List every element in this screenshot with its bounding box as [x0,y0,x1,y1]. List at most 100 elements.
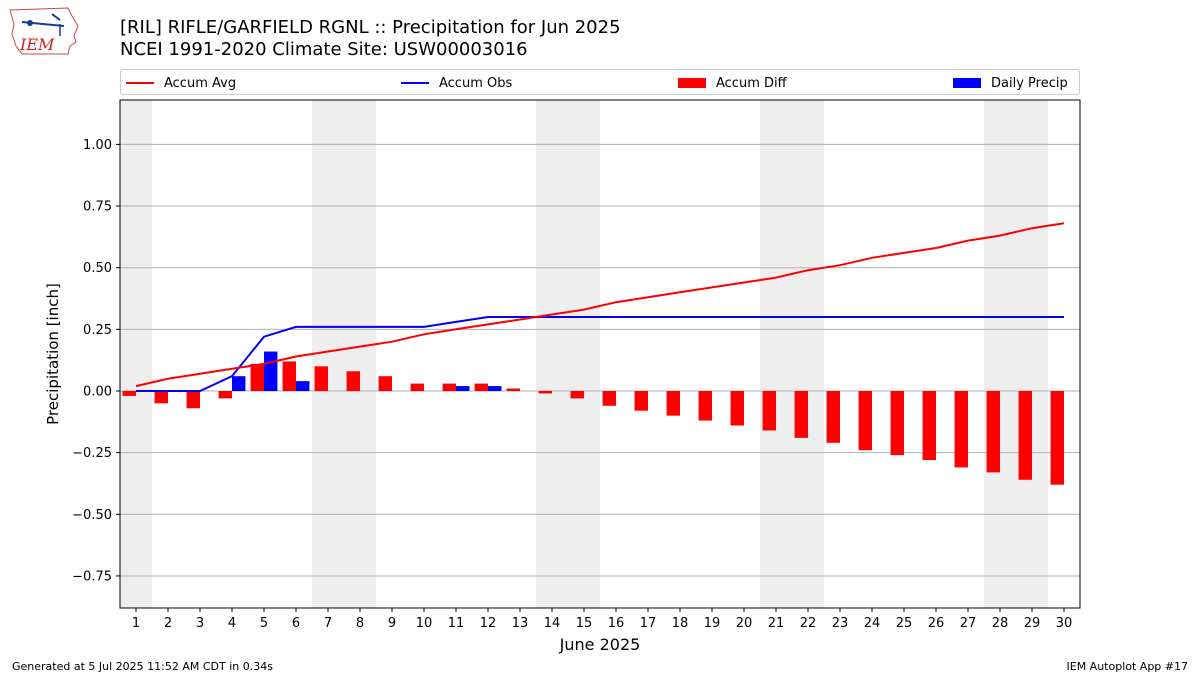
weekend-shade [344,100,376,608]
y-tick-label: −0.75 [72,569,112,584]
x-tick-label: 23 [832,616,849,631]
legend-label: Accum Obs [439,75,513,91]
accum-diff-bar [986,390,1000,473]
y-tick-label: 0.00 [83,384,112,399]
y-tick-label: 0.50 [83,261,112,276]
accum-diff-bar [442,383,456,391]
x-tick-label: 22 [800,616,817,631]
title-line-1: [RIL] RIFLE/GARFIELD RGNL :: Precipitati… [120,17,621,38]
accum-diff-bar [250,363,264,391]
generated-timestamp: Generated at 5 Jul 2025 11:52 AM CDT in … [12,660,273,673]
accum-diff-bar [762,390,776,431]
x-tick-label: 14 [544,616,561,631]
daily-precip-bar [264,351,278,391]
app-credit: IEM Autoplot App #17 [1066,660,1189,673]
legend-label: Accum Diff [716,75,787,91]
x-tick-label: 11 [448,616,465,631]
iem-logo: IEM [8,6,80,58]
x-tick-label: 16 [608,616,625,631]
legend-item-accum-diff: Accum Diff [678,74,787,92]
x-tick-label: 25 [896,616,913,631]
weekend-shade [1016,100,1048,608]
x-tick-label: 28 [992,616,1009,631]
logo-text: IEM [19,35,55,54]
weekend-shade [760,100,792,608]
daily-precip-bar [456,386,470,391]
accum-diff-bar [698,390,712,421]
accum-diff-bar [922,390,936,461]
weekend-shade [120,100,152,608]
legend-item-accum-obs: Accum Obs [401,74,512,92]
y-tick-label: −0.50 [72,508,112,523]
chart-title: [RIL] RIFLE/GARFIELD RGNL :: Precipitati… [120,17,621,61]
y-axis-label: Precipitation [inch] [44,283,62,425]
x-tick-label: 24 [864,616,881,631]
x-tick-label: 17 [640,616,657,631]
accum-diff-bar [218,390,232,399]
weekend-shade [984,100,1016,608]
accum-diff-bar [954,390,968,468]
legend-box-swatch-red [678,78,706,88]
accum-diff-bar [122,390,136,396]
legend-item-accum-avg: Accum Avg [126,74,236,92]
x-tick-label: 20 [736,616,753,631]
x-tick-label: 12 [480,616,497,631]
x-tick-label: 13 [512,616,529,631]
accum-diff-bar [1018,390,1032,480]
accum-diff-bar [186,390,200,409]
daily-precip-bar [488,386,502,391]
accum-diff-bar [730,390,744,426]
legend-item-daily-precip: Daily Precip [953,74,1068,92]
accum-obs-line [136,316,1064,392]
accum-diff-bar [154,390,168,404]
weekend-shade [536,100,568,608]
x-tick-label: 10 [416,616,433,631]
x-tick-label: 2 [164,616,172,631]
accum-diff-bar [474,383,488,391]
weekend-shade [792,100,824,608]
y-tick-label: 0.75 [83,200,112,215]
weekend-shade [568,100,600,608]
x-tick-label: 21 [768,616,785,631]
accum-diff-bar [1050,390,1064,485]
x-tick-label: 27 [960,616,977,631]
accum-diff-bar [634,390,648,411]
legend-line-swatch-red [126,82,154,84]
accum-diff-bar [858,390,872,451]
x-tick-label: 9 [388,616,396,631]
legend: Accum Avg Accum Obs Accum Diff Daily Pre… [120,69,1080,95]
x-tick-label: 15 [576,616,593,631]
legend-box-swatch-blue [953,78,981,88]
daily-precip-bar [296,381,310,391]
accum-diff-bar [794,390,808,438]
accum-diff-bar [282,361,296,391]
y-tick-label: 1.00 [83,138,112,153]
x-tick-label: 30 [1056,616,1073,631]
x-tick-label: 19 [704,616,721,631]
legend-label: Accum Avg [164,75,237,91]
accum-diff-bar [570,390,584,399]
accum-diff-bar [410,383,424,391]
x-tick-label: 7 [324,616,332,631]
y-tick-label: 0.25 [83,323,112,338]
accum-diff-bar [314,366,328,391]
accum-diff-bar [346,371,360,391]
x-tick-label: 29 [1024,616,1041,631]
x-tick-label: 18 [672,616,689,631]
x-axis-label: June 2025 [559,635,641,654]
x-tick-label: 5 [260,616,268,631]
x-tick-label: 26 [928,616,945,631]
accum-avg-line [135,222,1065,388]
legend-line-swatch-blue [401,82,429,84]
y-tick-label: −0.25 [72,446,112,461]
x-tick-label: 8 [356,616,364,631]
accum-diff-bar [538,390,552,394]
legend-label: Daily Precip [991,75,1068,91]
accum-diff-bar [506,388,520,391]
x-tick-label: 1 [132,616,140,631]
daily-precip-bar [232,376,246,391]
accum-diff-bar [602,390,616,406]
accum-diff-bar [666,390,680,416]
plot-frame [119,99,1081,609]
